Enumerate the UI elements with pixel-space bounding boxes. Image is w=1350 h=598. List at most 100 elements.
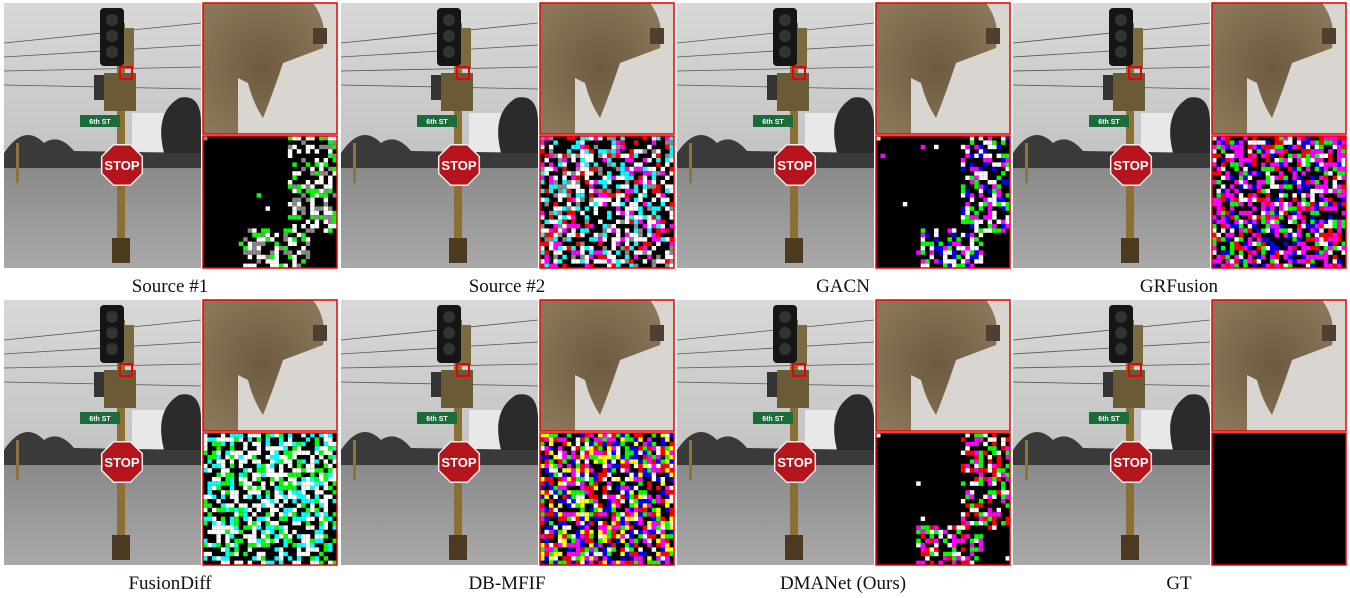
error-pixel <box>1247 210 1253 216</box>
error-pixel <box>580 485 585 491</box>
error-pixel <box>589 521 594 526</box>
error-pixel <box>548 450 554 455</box>
error-pixel <box>1341 193 1346 198</box>
error-pixel <box>562 184 567 189</box>
error-pixel <box>319 521 324 526</box>
error-pixel <box>562 472 567 477</box>
error-pixel <box>620 516 625 521</box>
error-pixel <box>296 136 302 141</box>
error-pixel <box>934 543 939 548</box>
error-pixel <box>580 512 585 517</box>
error-pixel <box>611 149 616 154</box>
error-pixel <box>247 534 253 539</box>
error-pixel <box>651 206 657 211</box>
error-pixel <box>540 534 545 539</box>
error-pixel <box>660 516 666 521</box>
error-pixel <box>252 543 257 548</box>
error-pixel <box>1265 228 1271 233</box>
error-pixel <box>562 153 567 158</box>
error-pixel <box>548 468 554 473</box>
error-pixel <box>925 232 930 238</box>
error-pixel <box>314 224 320 229</box>
error-pixel <box>969 551 975 557</box>
error-pixel <box>247 507 253 513</box>
error-pixel <box>1287 228 1293 233</box>
error-pixel <box>629 551 634 557</box>
error-pixel <box>314 494 320 499</box>
error-pixel <box>624 254 630 260</box>
error-pixel <box>203 556 208 561</box>
error-pixel <box>1296 158 1302 163</box>
error-pixel <box>983 477 988 482</box>
error-pixel <box>548 485 554 491</box>
zoom-edge <box>1322 28 1336 44</box>
error-pixel <box>1225 263 1230 268</box>
error-pixel <box>943 254 948 260</box>
error-pixel <box>265 485 270 491</box>
error-pixel <box>1225 136 1230 141</box>
stop-sign <box>100 440 144 484</box>
error-pixel <box>540 250 545 255</box>
error-pixel <box>1337 149 1342 154</box>
error-pixel <box>1216 136 1221 141</box>
error-pixel <box>562 468 567 473</box>
error-pixel <box>642 237 648 242</box>
error-pixel <box>247 472 253 477</box>
error-pixel <box>938 250 943 255</box>
error-pixel <box>562 459 567 464</box>
error-pixel <box>1256 197 1262 202</box>
wire <box>3 66 202 72</box>
error-pixel <box>642 468 648 473</box>
error-pixel <box>247 481 253 486</box>
error-pixel <box>566 490 572 495</box>
error-pixel <box>203 521 208 526</box>
error-pixel <box>566 149 572 154</box>
error-pixel <box>229 472 235 477</box>
error-pixel <box>665 560 670 565</box>
error-pixel <box>960 162 966 167</box>
error-pixel <box>553 193 558 198</box>
error-pixel <box>319 494 324 499</box>
error-pixel <box>665 538 670 543</box>
error-pixel <box>638 463 643 469</box>
error-pixel <box>1337 144 1342 150</box>
street-sign-text: 6th ST <box>1098 119 1120 126</box>
error-pixel <box>633 202 639 207</box>
error-pixel <box>225 472 230 477</box>
error-pixel <box>328 441 333 447</box>
error-pixel <box>656 206 661 211</box>
error-pixel <box>332 455 337 460</box>
error-pixel <box>247 446 253 451</box>
error-pixel <box>1341 188 1346 194</box>
error-pixel <box>943 529 948 535</box>
error-pixel <box>256 468 262 473</box>
error-pixel <box>540 224 545 229</box>
error-pixel <box>607 210 612 216</box>
error-pixel <box>544 171 549 176</box>
error-pixel <box>548 499 554 504</box>
error-pixel <box>1314 184 1320 189</box>
error-pixel <box>247 529 253 535</box>
error-pixel <box>1301 184 1306 189</box>
error-pixel <box>598 529 603 535</box>
error-pixel <box>1305 136 1311 141</box>
error-pixel <box>589 441 594 447</box>
error-pixel <box>301 507 306 513</box>
error-pixel <box>234 551 239 557</box>
stop-sign <box>100 143 144 187</box>
error-pixel <box>1225 259 1230 264</box>
error-pixel <box>557 543 563 548</box>
error-pixel <box>207 481 212 486</box>
error-pixel <box>256 459 262 464</box>
error-pixel <box>553 490 558 495</box>
error-pixel <box>1247 237 1253 242</box>
pole <box>790 320 798 545</box>
error-pixel <box>629 534 634 539</box>
error-pixel <box>1247 197 1253 202</box>
error-map <box>202 135 338 269</box>
error-pixel <box>1319 228 1324 233</box>
error-pixel <box>557 481 563 486</box>
error-pixel <box>1341 171 1346 176</box>
error-pixel <box>1296 237 1302 242</box>
